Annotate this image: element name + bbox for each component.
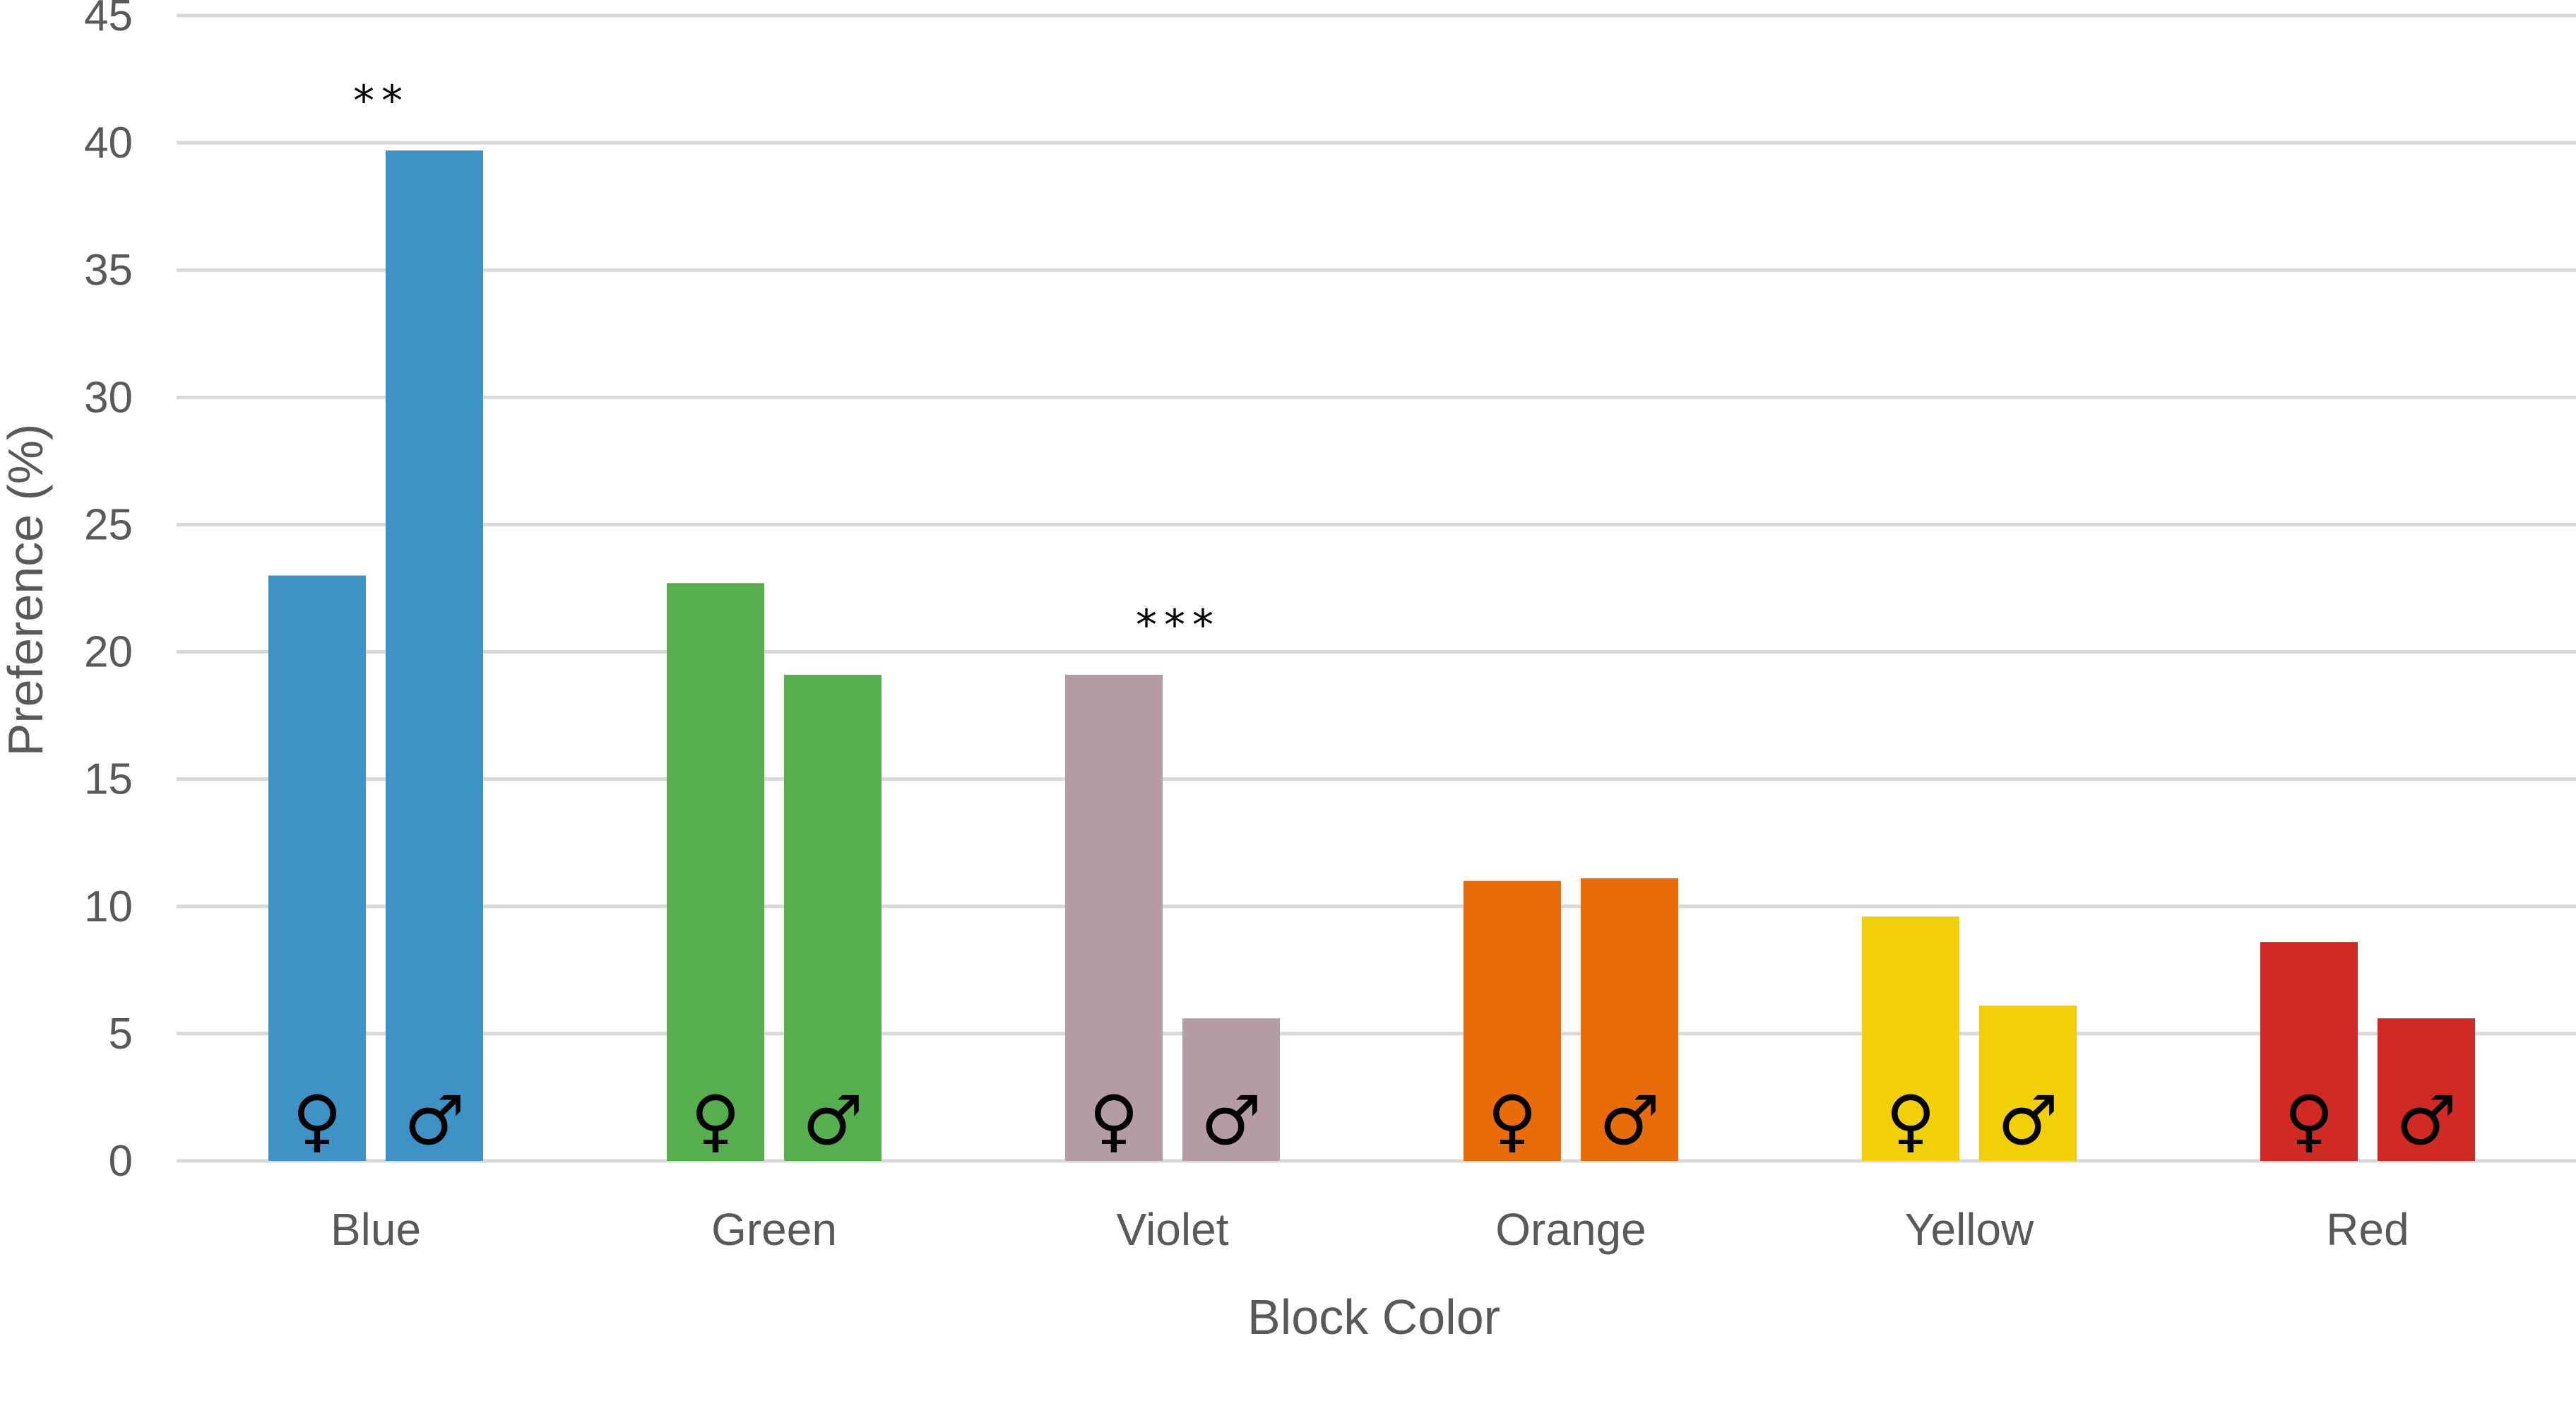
x-axis-categories: Blue Green Violet Orange Yellow Red <box>331 1204 2409 1255</box>
bar-red-1 <box>2378 1018 2475 1161</box>
sex-symbol-1: ♂ <box>1599 1081 1660 1160</box>
sex-symbol-0: ♀ <box>1488 1081 1537 1160</box>
bar-green-1 <box>784 674 882 1161</box>
y-tick-label: 10 <box>84 882 133 931</box>
bar-violet-0 <box>1065 674 1163 1161</box>
bar-orange-0 <box>1464 880 1561 1161</box>
bars <box>268 150 2475 1162</box>
significance-marker-violet: *** <box>1136 601 1221 650</box>
y-tick-label: 25 <box>84 500 133 549</box>
y-tick-label: 30 <box>84 373 133 422</box>
bar-violet-1 <box>1182 1018 1280 1161</box>
x-category-label-yellow: Yellow <box>1905 1204 2034 1255</box>
sex-symbols: ♀ ♂ ♀ ♂ ♀ ♂ ♀ ♂ ♀ ♂ ♀ ♂ <box>292 1081 2457 1160</box>
sex-symbol-1: ♂ <box>1201 1081 1262 1160</box>
sex-symbol-0: ♀ <box>292 1081 342 1160</box>
x-category-label-orange: Orange <box>1495 1204 1646 1255</box>
y-tick-label: 5 <box>109 1010 133 1058</box>
sex-symbol-0: ♀ <box>2284 1081 2334 1160</box>
bar-red-0 <box>2260 942 2358 1161</box>
sex-symbol-0: ♀ <box>691 1081 740 1160</box>
sex-symbol-1: ♂ <box>1998 1081 2058 1160</box>
x-category-label-violet: Violet <box>1117 1204 1229 1255</box>
x-category-label-green: Green <box>711 1204 837 1255</box>
bar-green-0 <box>667 583 764 1161</box>
y-tick-label: 0 <box>109 1137 133 1186</box>
x-axis-title: Block Color <box>1247 1289 1500 1345</box>
significance-annotations: ***** <box>353 76 1221 650</box>
bar-blue-1 <box>386 150 483 1162</box>
sex-symbol-0: ♀ <box>1089 1081 1139 1160</box>
y-tick-label: 35 <box>84 246 133 295</box>
y-tick-label: 40 <box>84 119 133 167</box>
sex-symbol-1: ♂ <box>404 1081 465 1160</box>
y-tick-label: 15 <box>84 755 133 804</box>
gridlines <box>177 13 2576 1163</box>
bar-yellow-1 <box>1979 1005 2077 1161</box>
sex-symbol-0: ♀ <box>1886 1081 1935 1160</box>
bar-blue-0 <box>268 575 366 1161</box>
y-tick-label: 20 <box>84 628 133 677</box>
bar-orange-1 <box>1581 878 1678 1161</box>
y-axis-title: Preference (%) <box>0 424 53 757</box>
sex-symbol-1: ♂ <box>2396 1081 2457 1160</box>
bar-yellow-0 <box>1862 916 1959 1161</box>
y-axis-ticks: 0 5 10 15 20 25 30 35 40 45 <box>84 0 133 1186</box>
x-category-label-blue: Blue <box>331 1204 421 1255</box>
sex-symbol-1: ♂ <box>802 1081 863 1160</box>
significance-marker-blue: ** <box>353 76 410 126</box>
x-category-label-red: Red <box>2326 1204 2409 1255</box>
y-tick-label: 45 <box>84 0 133 40</box>
